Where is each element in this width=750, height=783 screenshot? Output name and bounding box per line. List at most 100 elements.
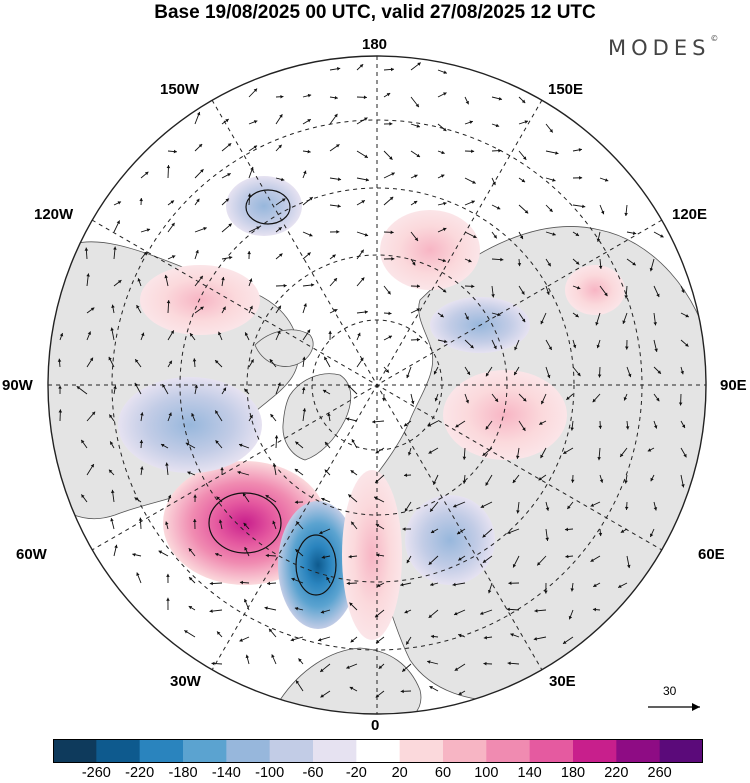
- wind-vector-head: [596, 238, 601, 242]
- wind-vector-head: [598, 265, 603, 269]
- wind-vector-head: [321, 555, 326, 559]
- landmass-greenland: [282, 373, 352, 461]
- colorbar-swatch: [269, 739, 314, 763]
- wind-vector-head: [132, 552, 136, 557]
- wind-vector-head: [433, 370, 438, 375]
- wind-vector-head: [309, 233, 313, 237]
- wind-vector-head: [307, 252, 311, 256]
- wind-vector-head: [404, 508, 409, 512]
- wind-vector-head: [184, 630, 188, 634]
- wind-vector-head: [442, 289, 447, 293]
- wind-vector-head: [498, 148, 502, 153]
- wind-vector-head: [598, 532, 603, 537]
- wind-vector-head: [277, 305, 281, 310]
- wind-vector-head: [454, 667, 459, 671]
- wind-vector-head: [600, 210, 605, 215]
- wind-vector-head: [389, 196, 394, 201]
- wind-vector-head: [218, 331, 222, 336]
- wind-vector-head: [253, 145, 258, 149]
- wind-vector-head: [221, 277, 225, 281]
- wind-vector-head: [310, 283, 315, 287]
- wind-vector-head: [376, 639, 380, 644]
- wind-vector-head: [510, 633, 514, 637]
- wind-vector-head: [413, 201, 418, 205]
- wind-vector-head: [81, 439, 85, 444]
- wind-vector-head: [334, 113, 338, 118]
- wind-vector-head: [239, 580, 244, 585]
- wind-vector-head: [385, 369, 389, 373]
- wind-vector-head: [623, 397, 628, 401]
- wind-vector-head: [117, 201, 122, 205]
- wind-vector-head: [333, 309, 338, 313]
- colorbar-tick-label: -220: [125, 765, 155, 781]
- wind-vector-head: [319, 530, 323, 535]
- wind-vector-head: [568, 615, 573, 620]
- wind-vector-head: [110, 327, 114, 331]
- wind-vector-head: [537, 561, 541, 566]
- colorbar: [53, 739, 703, 763]
- wind-vector-head: [250, 166, 254, 171]
- wind-vector-head: [660, 234, 664, 238]
- wind-vector-head: [468, 259, 472, 263]
- wind-vector-head: [524, 210, 529, 214]
- wind-vector-head: [430, 582, 434, 587]
- wind-vector-head: [497, 312, 501, 317]
- wind-vector-head: [433, 481, 437, 485]
- wind-vector-head: [141, 332, 145, 337]
- brand-logo: MODES©: [608, 34, 718, 60]
- wind-vector-head: [113, 246, 117, 250]
- wind-vector-head: [322, 389, 327, 394]
- wind-vector-head: [333, 278, 337, 282]
- wind-vector-head: [563, 450, 567, 454]
- wind-vector-head: [649, 267, 654, 272]
- wind-vector-head: [281, 198, 286, 202]
- wind-vector-head: [470, 344, 474, 349]
- wind-vector-head: [458, 691, 462, 695]
- wind-vector-head: [547, 374, 551, 379]
- wind-vector-head: [165, 462, 169, 466]
- wind-vector-head: [565, 554, 569, 559]
- wind-vector-head: [348, 554, 352, 559]
- wind-vector-head: [270, 414, 274, 418]
- wind-vector-head: [442, 227, 447, 232]
- wind-vector-head: [402, 527, 406, 531]
- wind-vector-head: [193, 494, 197, 498]
- wind-vector-head: [376, 553, 380, 557]
- wind-vector-head: [596, 344, 601, 349]
- wind-vector-head: [545, 507, 550, 511]
- wind-vector-head: [245, 654, 250, 659]
- wind-vector-head: [296, 521, 300, 525]
- wind-vector-head: [593, 583, 597, 587]
- wind-vector-head: [111, 304, 115, 308]
- wind-vector-head: [577, 372, 581, 377]
- wind-vector-head: [428, 561, 433, 565]
- lon-label-0: 0: [371, 717, 380, 734]
- wind-vector-head: [137, 278, 141, 282]
- wind-vector-head: [390, 230, 394, 235]
- wind-vector-head: [279, 253, 283, 257]
- wind-vector-head: [656, 397, 660, 402]
- wind-reference-arrowhead: [692, 703, 700, 711]
- wind-vector-head: [227, 143, 232, 147]
- wind-vector-head: [320, 694, 324, 698]
- wind-vector-head: [404, 610, 408, 614]
- wind-vector-head: [457, 530, 461, 535]
- wind-vector-head: [170, 200, 175, 204]
- wind-vector-head: [681, 484, 685, 488]
- colorbar-tick-label: 260: [647, 765, 672, 781]
- anomaly-siberia-high: [443, 370, 567, 460]
- wind-vector-head: [618, 584, 622, 588]
- wind-vector-head: [364, 154, 368, 158]
- map-disc: [48, 56, 706, 714]
- wind-vector-head: [441, 150, 445, 155]
- wind-vector-head: [657, 370, 661, 374]
- wind-vector-head: [462, 480, 467, 484]
- wind-vector-head: [539, 421, 543, 425]
- wind-vector-head: [294, 500, 298, 504]
- wind-vector-head: [512, 479, 517, 483]
- wind-vector-head: [91, 411, 96, 416]
- wind-vector-head: [378, 665, 383, 669]
- wind-vector-head: [546, 291, 550, 295]
- wind-vector-head: [483, 661, 487, 666]
- wind-vector-head: [632, 231, 637, 235]
